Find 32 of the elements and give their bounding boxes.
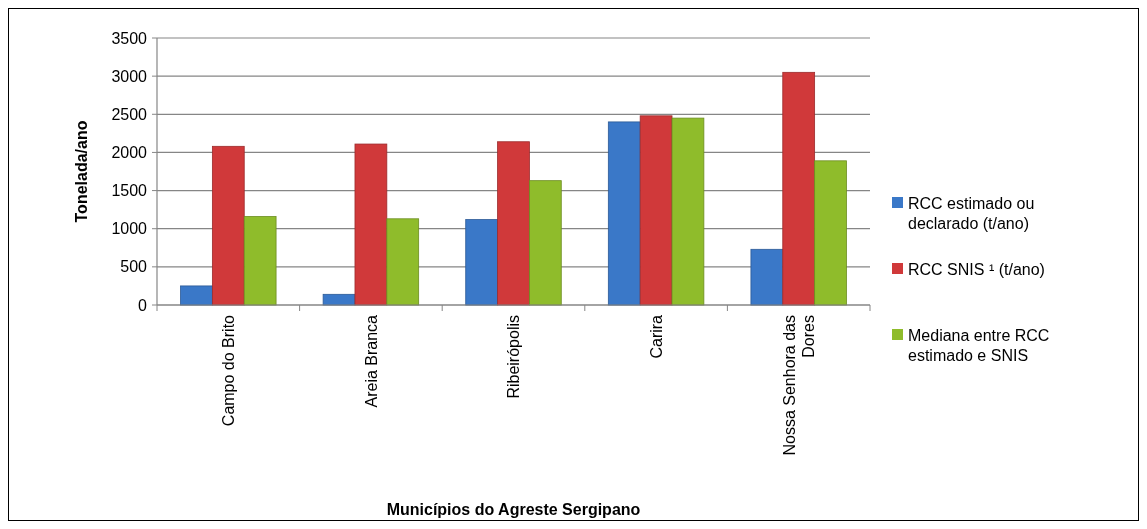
bar <box>386 218 420 306</box>
y-tick-label: 2500 <box>111 105 148 123</box>
bar <box>354 143 388 306</box>
y-tick-label: 0 <box>138 296 148 314</box>
x-axis-title: Municípios do Agreste Sergipano <box>386 501 641 518</box>
y-tick-label: 3500 <box>111 29 148 47</box>
y-tick-label: 500 <box>120 258 148 276</box>
x-tick-label: Carira <box>647 314 665 359</box>
bar <box>243 216 277 306</box>
bar <box>497 141 530 306</box>
bar <box>639 115 673 306</box>
y-tick-label: 1500 <box>111 182 148 200</box>
bar <box>180 285 213 306</box>
bar <box>607 121 641 306</box>
bar <box>814 160 847 306</box>
x-tick-label: Nossa Senhora das Dores <box>780 315 817 456</box>
x-tick-label: Campo do Brito <box>219 314 237 427</box>
y-tick-label: 3000 <box>111 67 148 85</box>
bar <box>671 117 705 306</box>
legend-label: RCC SNIS ¹ (t/ano) <box>908 260 1045 278</box>
bar <box>529 180 562 306</box>
y-axis-title: Tonelada/ano <box>73 120 90 223</box>
bar <box>782 71 816 306</box>
legend-label: RCC estimado ou declarado (t/ano) <box>908 194 1035 233</box>
x-tick-label: Ribeirópolis <box>505 315 523 399</box>
bar <box>465 219 498 306</box>
y-tick-label: 1000 <box>111 220 148 238</box>
bar <box>750 248 784 306</box>
y-tick-label: 2000 <box>111 144 148 162</box>
bar <box>211 145 245 306</box>
x-tick-label: Areia Branca <box>362 314 380 408</box>
legend-label: Mediana entre RCC estimado e SNIS <box>908 326 1050 365</box>
